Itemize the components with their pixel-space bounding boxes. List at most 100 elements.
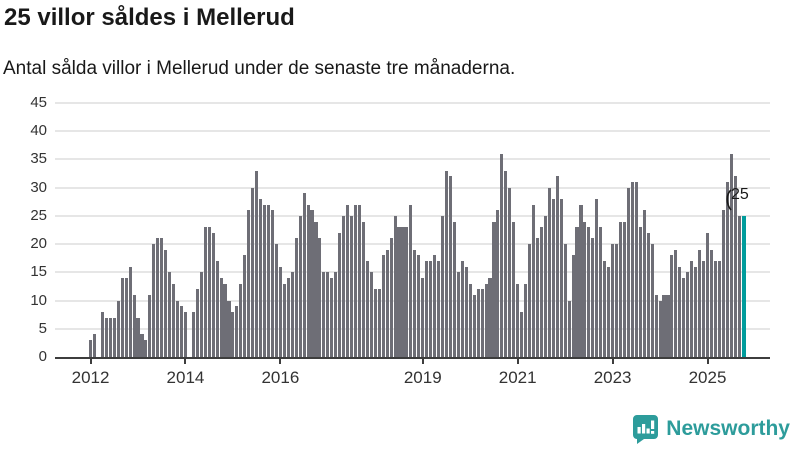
bar (575, 227, 579, 357)
bar (488, 277, 492, 357)
bar (140, 334, 144, 357)
bar (393, 215, 397, 357)
x-tick-mark (89, 357, 92, 364)
bar (571, 255, 575, 357)
bar (705, 232, 710, 357)
gridline (55, 102, 770, 104)
y-tick-label: 20 (30, 235, 47, 253)
bar (255, 170, 259, 357)
bar (290, 272, 294, 357)
gridline (55, 243, 770, 246)
bar (535, 238, 539, 357)
bar (686, 272, 690, 357)
bar (223, 283, 227, 357)
bar (156, 238, 160, 357)
bar (199, 272, 203, 357)
bar (615, 244, 619, 357)
y-tick-label: 25 (30, 206, 47, 224)
gridline (55, 214, 770, 217)
bar (646, 232, 650, 357)
x-tick-mark (611, 357, 614, 364)
bar (634, 182, 638, 357)
x-tick-label: 2016 (261, 368, 300, 387)
bar (417, 255, 421, 357)
bar (373, 289, 377, 357)
bar (152, 244, 156, 357)
bar (89, 340, 93, 357)
bar (547, 187, 551, 357)
bar (298, 215, 302, 357)
bar (452, 221, 456, 357)
bar (168, 272, 172, 357)
bar (603, 261, 607, 357)
bar (286, 277, 290, 357)
x-tick-mark (706, 357, 709, 364)
bar (709, 249, 714, 357)
bar (215, 261, 219, 357)
bar (658, 300, 662, 357)
bar (266, 204, 271, 357)
bar (385, 249, 389, 357)
bar (717, 261, 721, 357)
bar (508, 187, 512, 357)
bar (528, 244, 532, 357)
bar (334, 272, 338, 357)
gridline (55, 271, 770, 274)
gridline (55, 299, 770, 302)
brand-name: Newsworthy (666, 416, 790, 440)
bar (259, 198, 263, 357)
bar (551, 198, 555, 357)
x-tick-label: 2014 (166, 368, 205, 387)
annotation-leader-line (726, 189, 732, 211)
bar (425, 261, 429, 357)
bar (504, 170, 508, 357)
x-tick-mark (421, 357, 424, 364)
bar (405, 227, 409, 357)
bar (160, 238, 164, 357)
bar (136, 317, 140, 357)
bar (429, 261, 433, 357)
y-tick-label: 0 (38, 348, 47, 365)
bar (492, 221, 496, 357)
bar (231, 311, 235, 357)
x-axis-line (55, 357, 770, 359)
chart-title: 25 villor såldes i Mellerud (4, 4, 295, 31)
bar (274, 244, 278, 357)
bar (516, 283, 520, 357)
bar (203, 227, 207, 357)
bar (294, 238, 298, 357)
bar (638, 227, 642, 357)
bar (243, 255, 247, 357)
x-tick-mark (279, 357, 282, 364)
chart-subtitle: Antal sålda villor i Mellerud under de s… (3, 58, 516, 79)
bar (330, 277, 334, 357)
bar (397, 227, 401, 357)
bar (733, 176, 737, 357)
x-tick-label: 2019 (403, 368, 442, 387)
bar (440, 215, 445, 357)
bar (543, 215, 547, 357)
bar (539, 227, 543, 357)
bar (144, 340, 148, 357)
bar (468, 283, 472, 357)
y-tick-label: 40 (30, 122, 47, 140)
bar (591, 238, 595, 357)
bar (437, 261, 441, 357)
bar (251, 187, 255, 357)
bar (694, 266, 698, 357)
gridline (55, 158, 770, 161)
newsworthy-logo-icon (633, 415, 659, 444)
bar (472, 294, 476, 357)
bar (278, 266, 282, 357)
bar (195, 289, 199, 357)
bar (587, 227, 591, 357)
brand-footer: Newsworthy (630, 413, 790, 444)
bar (725, 182, 729, 357)
bar (531, 204, 536, 357)
bar (302, 193, 306, 357)
bar (682, 277, 686, 357)
bar (342, 215, 346, 357)
bar (500, 153, 504, 357)
plot-area (55, 102, 770, 359)
